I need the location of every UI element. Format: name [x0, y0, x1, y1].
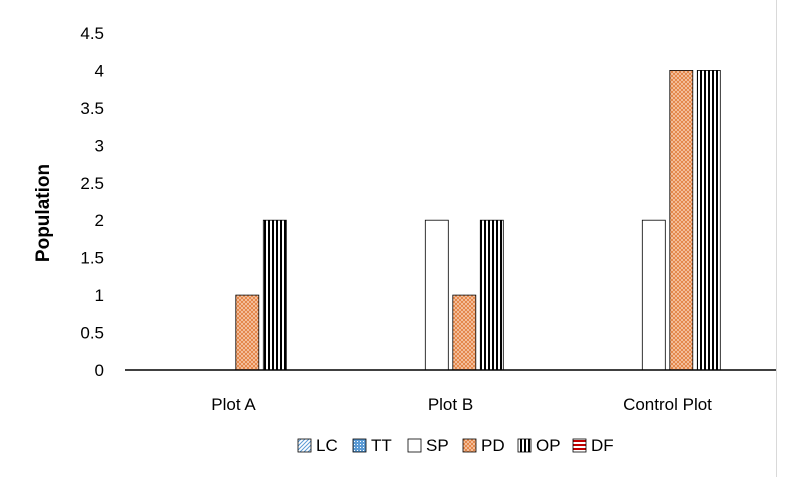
legend-label: LC — [316, 436, 338, 455]
y-tick-label: 1 — [95, 286, 104, 305]
y-axis-title: Population — [33, 164, 54, 262]
y-axis-ticks: 0 0.5 1 1.5 2 2.5 3 3.5 4 4.5 — [80, 24, 104, 380]
bar-pd-2 — [669, 70, 694, 371]
bar-op-1 — [479, 219, 504, 371]
legend-label: TT — [371, 436, 392, 455]
legend-label: DF — [591, 436, 614, 455]
legend-swatch — [517, 438, 532, 453]
y-tick-label: 2 — [95, 211, 104, 230]
y-tick-label: 4 — [95, 61, 104, 80]
bars-group — [235, 70, 721, 371]
legend-swatch — [407, 438, 422, 453]
legend-label: SP — [426, 436, 449, 455]
legend-item-pd: PD — [462, 436, 505, 455]
bar-pd-1 — [452, 294, 477, 371]
x-category-label: Plot A — [211, 395, 256, 414]
legend-item-lc: LC — [297, 436, 338, 455]
x-category-label: Control Plot — [623, 395, 712, 414]
bar-op-2 — [696, 70, 721, 371]
bar-pd-0 — [235, 294, 260, 371]
x-category-label: Plot B — [428, 395, 473, 414]
legend-item-sp: SP — [407, 436, 449, 455]
legend-swatch — [572, 438, 587, 453]
legend-swatch — [352, 438, 367, 453]
y-tick-label: 2.5 — [80, 174, 104, 193]
y-tick-label: 0 — [95, 361, 104, 380]
legend-label: PD — [481, 436, 505, 455]
y-tick-label: 4.5 — [80, 24, 104, 43]
y-tick-label: 0.5 — [80, 324, 104, 343]
y-tick-label: 3.5 — [80, 99, 104, 118]
y-tick-label: 1.5 — [80, 249, 104, 268]
bar-sp-1 — [424, 219, 449, 371]
legend-swatch — [297, 438, 312, 453]
legend-label: OP — [536, 436, 561, 455]
legend-swatch — [462, 438, 477, 453]
legend: LC TT SP PD OP DF — [297, 436, 614, 455]
x-axis-labels: Plot A Plot B Control Plot — [211, 395, 712, 414]
y-tick-label: 3 — [95, 136, 104, 155]
legend-item-tt: TT — [352, 436, 392, 455]
legend-item-op: OP — [517, 436, 561, 455]
bar-op-0 — [262, 219, 287, 371]
legend-item-df: DF — [572, 436, 614, 455]
bar-sp-2 — [641, 219, 666, 371]
